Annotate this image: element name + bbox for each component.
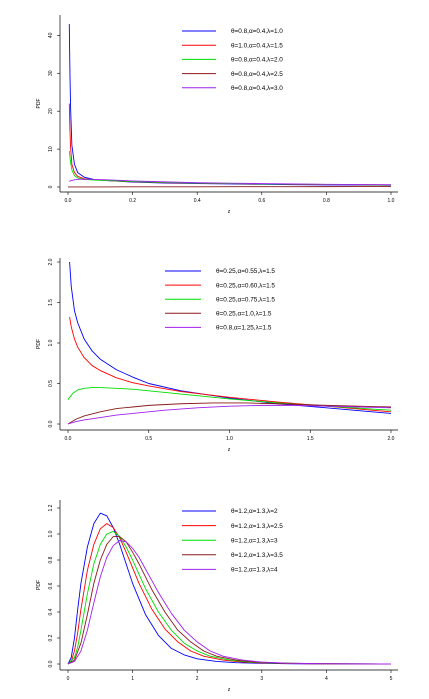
chart-panel-3: 0 1 2 3 4 5 0.0 0.2 0.4 0.6 0.8 1.0 1.2 z PDF θ=1.2,α=1… (36, 500, 398, 693)
x-axis-label: z (228, 687, 231, 693)
legend-entry: θ=0.25,α=0.55,λ=1.5 (216, 268, 275, 275)
legend-entry: θ=0.8,α=0.4,λ=2.0 (231, 57, 283, 64)
x-tick-label: 5 (390, 676, 393, 682)
series-line-2 (68, 103, 392, 186)
x-axis-label: z (228, 447, 231, 453)
y-tick-label: 0 (48, 185, 54, 188)
y-tick-label: 2.0 (48, 258, 54, 265)
x-tick-label: 0.6 (258, 198, 265, 204)
series-line-5 (67, 404, 392, 425)
x-tick-label: 3 (260, 676, 263, 682)
x-tick-label: 0.2 (129, 198, 136, 204)
x-tick-label: 0.0 (65, 198, 72, 204)
y-axis-label: PDF (36, 339, 42, 349)
series-line-2 (67, 523, 392, 665)
legend-entry: θ=1.2,α=1.3,λ=4 (231, 567, 278, 574)
series-line-5 (67, 540, 392, 665)
legend-entry: θ=1.2,α=1.3,λ=3.5 (231, 552, 283, 559)
legend-entry: θ=1.2,α=1.3,λ=3 (231, 537, 278, 544)
series-line-2 (69, 317, 392, 413)
y-tick-label: 0.2 (48, 634, 54, 641)
x-axis-label: z (228, 209, 231, 215)
y-tick-label: 40 (48, 32, 54, 38)
y-tick-label: 30 (48, 70, 54, 76)
legend-entry: θ=0.25,α=1.0,λ=1.5 (216, 311, 272, 318)
legend-entry: θ=0.8,α=0.4,λ=1.0 (231, 28, 283, 35)
y-tick-label: 10 (48, 146, 54, 152)
x-tick-label: 0 (67, 676, 70, 682)
x-tick-label: 2 (196, 676, 199, 682)
x-tick-label: 0.8 (323, 198, 330, 204)
y-axis-label: PDF (36, 99, 42, 109)
y-tick-label: 0.0 (48, 660, 54, 667)
legend: θ=1.2,α=1.3,λ=2 θ=1.2,α=1.3,λ=2.5 θ=1.2,α=… (182, 508, 283, 574)
x-tick-label: 0.4 (194, 198, 201, 204)
y-tick-label: 0.4 (48, 608, 54, 615)
legend-entry: θ=0.8,α=1.25,λ=1.5 (216, 325, 272, 332)
series-line-4 (67, 536, 392, 665)
series-line-5 (69, 178, 392, 186)
y-tick-label: 0.0 (48, 420, 54, 427)
x-tick-label: 1.0 (388, 198, 395, 204)
y-tick-label: 0.6 (48, 582, 54, 589)
x-tick-label: 1.0 (226, 436, 233, 442)
y-tick-label: 1.5 (48, 299, 54, 306)
y-tick-label: 1.0 (48, 530, 54, 537)
y-axis-label: PDF (36, 580, 42, 590)
x-tick-label: 4 (325, 676, 328, 682)
x-tick-label: 2.0 (388, 436, 395, 442)
x-tick-label: 0.0 (65, 436, 72, 442)
x-tick-label: 0.5 (145, 436, 152, 442)
y-tick-label: 0.5 (48, 380, 54, 387)
chart-panel-1: 0.0 0.2 0.4 0.6 0.8 1.0 0 10 20 30 40 z PDF θ=0.8,α=0… (36, 15, 398, 215)
y-tick-label: 1.0 (48, 339, 54, 346)
x-tick-label: 1.5 (307, 436, 314, 442)
series-line-1 (67, 512, 392, 665)
legend-entry: θ=1.0,α=0.4,λ=1.5 (231, 42, 283, 49)
y-tick-label: 1.2 (48, 504, 54, 511)
y-tick-label: 0.8 (48, 556, 54, 563)
series-line-3 (67, 387, 392, 411)
x-tick-label: 1 (131, 676, 134, 682)
y-tick-label: 20 (48, 108, 54, 114)
legend: θ=0.8,α=0.4,λ=1.0 θ=1.0,α=0.4,λ=1.5 θ=0.8,… (182, 28, 283, 92)
chart-panel-2: 0.0 0.5 1.0 1.5 2.0 0.0 0.5 1.0 1.5 2.0 z PDF θ=0.25… (36, 258, 398, 453)
legend-entry: θ=1.2,α=1.3,λ=2 (231, 508, 278, 515)
legend-entry: θ=0.8,α=0.4,λ=3.0 (231, 85, 283, 92)
legend-entry: θ=1.2,α=1.3,λ=2.5 (231, 523, 283, 530)
legend: θ=0.25,α=0.55,λ=1.5 θ=0.25,α=0.60,λ=1.5 θ=… (165, 268, 275, 332)
series-line-4 (67, 402, 392, 425)
series-line-3 (67, 530, 392, 665)
legend-entry: θ=0.25,α=0.75,λ=1.5 (216, 296, 275, 303)
legend-entry: θ=0.8,α=0.4,λ=2.5 (231, 71, 283, 78)
legend-entry: θ=0.25,α=0.60,λ=1.5 (216, 282, 275, 289)
